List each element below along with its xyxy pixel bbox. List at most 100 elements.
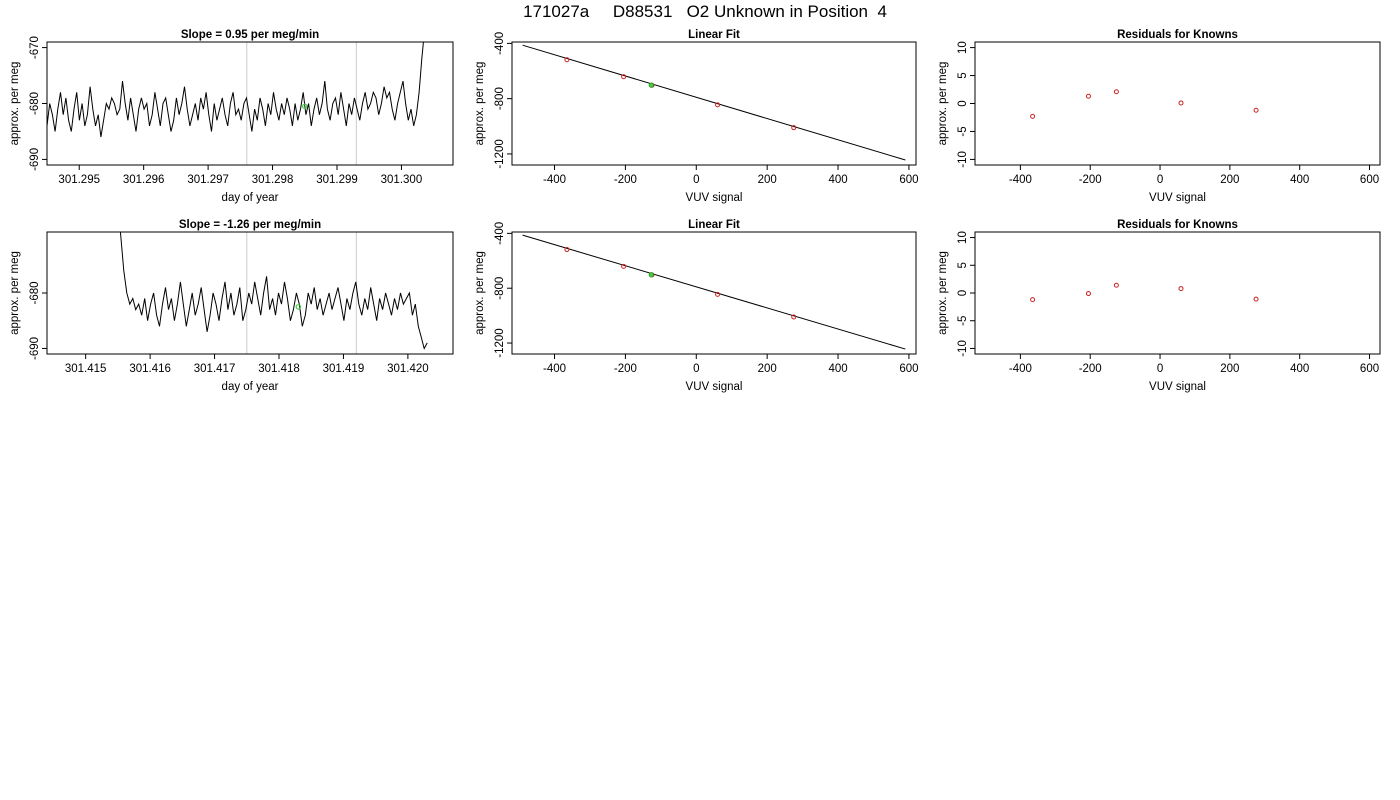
y-axis-label: approx. per meg: [9, 62, 21, 146]
y-tick-label: -10: [957, 340, 969, 357]
page-title: 171027a D88531 O2 Unknown in Position 4: [523, 2, 887, 21]
plot-area: [47, 42, 424, 165]
chart-title: Residuals for Knowns: [1117, 29, 1238, 41]
y-tick-label: -5: [957, 126, 969, 136]
x-tick-label: 200: [1220, 174, 1239, 186]
y-axis-label: approx. per meg: [474, 251, 486, 335]
unknown-marker: [301, 103, 308, 110]
known-point: [621, 74, 627, 80]
chart-title: Slope = 0.95 per meg/min: [181, 29, 319, 41]
y-tick-label: -680: [29, 92, 41, 115]
known-point: [715, 291, 721, 297]
x-tick-label: 200: [1220, 363, 1239, 375]
x-tick-label: 301.417: [194, 363, 236, 375]
x-tick-label: 0: [1157, 174, 1163, 186]
y-tick-label: -690: [29, 337, 41, 360]
residual-point: [1113, 89, 1119, 95]
residual-point: [1178, 286, 1184, 292]
x-axis-label: day of year: [222, 192, 279, 204]
x-tick-label: -400: [1009, 363, 1032, 375]
plot-frame: [511, 41, 917, 166]
known-point: [715, 102, 721, 108]
fit-line: [522, 234, 906, 350]
residual-point: [1030, 297, 1036, 303]
known-point: [791, 125, 797, 131]
y-tick-label: -800: [494, 87, 506, 110]
y-tick-label: -400: [494, 222, 506, 245]
known-point: [621, 263, 627, 269]
plot-area: [1030, 89, 1259, 119]
y-tick-label: -10: [957, 151, 969, 168]
residual-point: [1030, 113, 1036, 119]
x-tick-label: 301.295: [58, 174, 100, 186]
x-tick-label: 0: [1157, 363, 1163, 375]
unknown-point: [648, 82, 654, 88]
trace-line: [119, 232, 428, 350]
x-tick-label: 600: [1360, 174, 1379, 186]
x-tick-label: -400: [543, 174, 566, 186]
plot-area: [522, 44, 906, 161]
y-tick-label: -1200: [494, 328, 506, 357]
x-tick-label: 200: [758, 363, 777, 375]
plot-frame: [511, 231, 917, 355]
x-axis-label: VUV signal: [686, 381, 743, 393]
known-point: [564, 57, 570, 63]
plot-area: [522, 234, 906, 350]
known-point: [564, 247, 570, 253]
unknown-point: [648, 272, 654, 278]
y-tick-label: -400: [494, 32, 506, 55]
x-tick-label: 200: [758, 174, 777, 186]
y-tick-label: -670: [29, 36, 41, 59]
x-tick-label: -200: [614, 363, 637, 375]
x-tick-label: 400: [1290, 174, 1309, 186]
x-tick-label: 400: [828, 174, 847, 186]
x-tick-label: 301.418: [258, 363, 300, 375]
chart-title: Linear Fit: [688, 29, 740, 41]
unknown-marker: [295, 304, 302, 310]
x-axis-label: day of year: [222, 381, 279, 393]
x-tick-label: 301.416: [129, 363, 171, 375]
x-axis-label: VUV signal: [1149, 381, 1206, 393]
x-axis-label: VUV signal: [686, 192, 743, 204]
y-tick-label: -1200: [494, 139, 506, 168]
x-tick-label: -200: [614, 174, 637, 186]
x-tick-label: 301.300: [381, 174, 423, 186]
y-tick-label: -5: [957, 316, 969, 326]
y-tick-label: -690: [29, 148, 41, 171]
x-tick-label: 600: [1360, 363, 1379, 375]
chart-title: Residuals for Knowns: [1117, 219, 1238, 231]
y-tick-label: 10: [957, 41, 969, 54]
y-tick-label: 10: [957, 231, 969, 244]
y-axis-label: approx. per meg: [937, 251, 949, 335]
residual-point: [1178, 100, 1184, 106]
residual-point: [1085, 93, 1091, 99]
plot-frame: [974, 41, 1381, 166]
fit-line: [522, 44, 906, 161]
x-tick-label: 400: [1290, 363, 1309, 375]
x-tick-label: 600: [899, 174, 918, 186]
y-tick-label: 5: [957, 262, 969, 268]
x-tick-label: -200: [1079, 174, 1102, 186]
x-tick-label: -400: [543, 363, 566, 375]
y-tick-label: 0: [957, 290, 969, 296]
plot-area: [1030, 282, 1259, 303]
plot-frame: [46, 231, 454, 355]
x-tick-label: 0: [693, 363, 699, 375]
x-tick-label: 301.419: [323, 363, 365, 375]
y-axis-label: approx. per meg: [937, 62, 949, 146]
residual-point: [1085, 291, 1091, 297]
trace-line: [47, 42, 424, 138]
chart-title: Linear Fit: [688, 219, 740, 231]
y-tick-label: -680: [29, 281, 41, 304]
x-tick-label: 301.298: [252, 174, 294, 186]
x-tick-label: 301.420: [387, 363, 429, 375]
y-axis-label: approx. per meg: [474, 62, 486, 146]
x-tick-label: 301.296: [123, 174, 165, 186]
x-tick-label: 0: [693, 174, 699, 186]
y-axis-label: approx. per meg: [9, 251, 21, 335]
chart-title: Slope = -1.26 per meg/min: [179, 219, 321, 231]
x-tick-label: 301.299: [316, 174, 358, 186]
y-tick-label: 5: [957, 72, 969, 78]
known-point: [791, 314, 797, 320]
